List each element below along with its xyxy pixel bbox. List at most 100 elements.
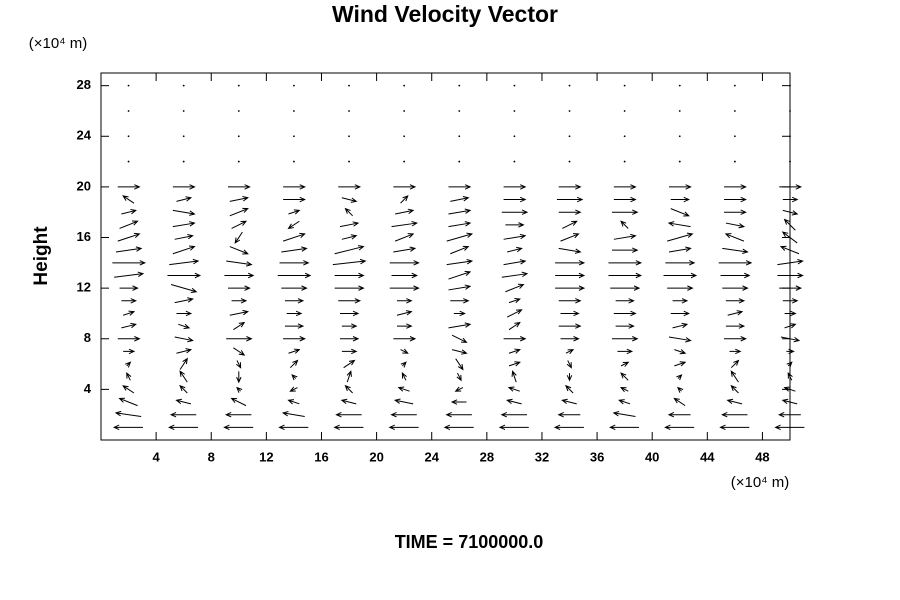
wind-vector [668, 184, 692, 190]
vector-dot [182, 84, 185, 87]
wind-vector [279, 260, 310, 266]
wind-vector [344, 207, 353, 217]
wind-vector [170, 284, 198, 294]
wind-vector [615, 323, 635, 329]
wind-vector [448, 184, 472, 190]
wind-vector [390, 411, 417, 418]
plot-frame [100, 72, 791, 441]
wind-vector [667, 221, 691, 228]
wind-vector [670, 208, 690, 217]
wind-vector [609, 424, 640, 431]
wind-vector [455, 358, 464, 371]
wind-vector [720, 272, 751, 279]
wind-vector [282, 232, 306, 242]
wind-vector [613, 196, 637, 203]
wind-vector [500, 411, 527, 418]
wind-vector [393, 184, 417, 190]
wind-vector [176, 348, 193, 354]
wind-vector [122, 385, 135, 394]
x-tick-label: 12 [259, 449, 273, 464]
wind-vector [224, 272, 255, 279]
wind-vector [112, 424, 143, 431]
y-tick-label: 20 [77, 178, 91, 193]
x-tick-label: 36 [590, 449, 604, 464]
x-tick-label: 44 [700, 449, 715, 464]
wind-vector [672, 322, 689, 329]
wind-vector [118, 397, 138, 407]
wind-vector [334, 285, 365, 291]
wind-vector [119, 220, 139, 229]
wind-vector [229, 196, 249, 202]
vector-dot [568, 135, 571, 138]
wind-vector [724, 336, 747, 342]
wind-vector [169, 411, 197, 418]
vector-dot [348, 110, 350, 112]
wind-vector [613, 310, 637, 317]
vector-dot [403, 84, 406, 87]
wind-vector [340, 398, 357, 405]
wind-vector [668, 336, 692, 343]
wind-vector [230, 397, 247, 407]
vector-dot [733, 84, 736, 87]
wind-vector [505, 283, 525, 293]
wind-vector [286, 310, 303, 317]
vector-dot [513, 135, 516, 138]
wind-vector [779, 285, 803, 291]
wind-vector [393, 336, 417, 342]
vector-dot [127, 160, 130, 163]
vector-dot [733, 160, 736, 163]
wind-vector [167, 272, 202, 279]
vector-dot [458, 84, 461, 87]
wind-vector [334, 245, 365, 255]
wind-vector [781, 231, 798, 244]
wind-vector [174, 297, 194, 304]
wind-vector [454, 386, 464, 392]
wind-vector [228, 184, 251, 190]
wind-vector [174, 336, 194, 343]
vector-dot [403, 110, 406, 112]
wind-vector [450, 298, 470, 304]
vector-dot [513, 110, 516, 112]
wind-vector [122, 195, 135, 204]
wind-vector [555, 260, 586, 266]
vector-dot [789, 135, 791, 138]
vector-dot [623, 160, 626, 163]
wind-vector [503, 233, 527, 240]
wind-vector [508, 361, 521, 367]
vector-dot [293, 110, 295, 112]
wind-vector [719, 424, 750, 431]
wind-vector [341, 234, 358, 240]
wind-vector [236, 360, 242, 369]
wind-vector [784, 323, 797, 329]
wind-vector [786, 348, 795, 355]
wind-vector [443, 424, 474, 431]
wind-vector [283, 336, 306, 342]
wind-vector [341, 323, 358, 329]
wind-vector [503, 184, 527, 190]
wind-vector [556, 196, 584, 203]
wind-vector [119, 285, 139, 291]
wind-vector [560, 233, 580, 242]
vector-dot [789, 160, 791, 163]
wind-vector [121, 298, 137, 304]
wind-vector [277, 272, 312, 279]
wind-vector [450, 399, 467, 405]
wind-vector [172, 221, 196, 228]
wind-vector [782, 298, 799, 304]
wind-vector [233, 347, 246, 356]
wind-vector [672, 298, 689, 304]
wind-vector [335, 411, 362, 418]
wind-vector [613, 184, 637, 190]
wind-vector [615, 298, 635, 304]
wind-vector [450, 196, 470, 202]
wind-vector [287, 220, 300, 230]
wind-vector [558, 184, 582, 190]
wind-vector [224, 411, 252, 418]
wind-vector [721, 411, 748, 418]
wind-vector [612, 336, 639, 342]
wind-vector [456, 372, 462, 382]
wind-vector [610, 285, 641, 291]
wind-vector [612, 247, 639, 253]
wind-vector [446, 232, 474, 242]
wind-vector [168, 424, 199, 431]
